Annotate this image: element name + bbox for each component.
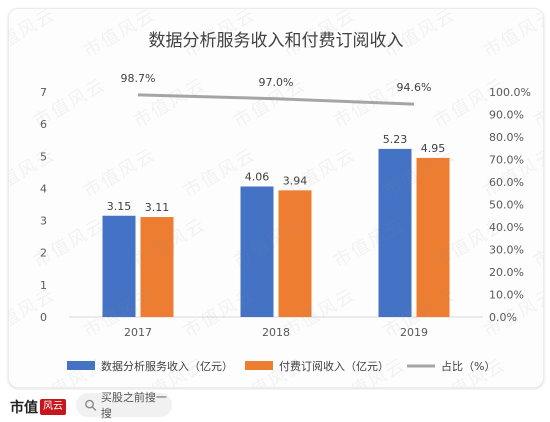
legend: 数据分析服务收入（亿元） 付费订阅收入（亿元） 占比（%） xyxy=(67,359,495,373)
bar-data-label: 3.15 xyxy=(107,200,132,213)
y-tick-label: 0 xyxy=(40,311,47,324)
y2-tick-label: 50.0% xyxy=(489,199,524,212)
line-data-label: 94.6% xyxy=(397,81,432,94)
search-pill[interactable]: 买股之前搜一搜 xyxy=(76,391,172,420)
y2-tick-label: 30.0% xyxy=(489,244,524,257)
y-tick-label: 2 xyxy=(40,247,47,260)
chart-card: 数据分析服务收入和付费订阅收入 0 1 2 3 4 5 6 7 0.0% 10.0% 20.0% 30… xyxy=(8,8,544,388)
brand-name: 市值 xyxy=(10,400,38,416)
line-series xyxy=(137,93,415,106)
brand-seal: 风云 xyxy=(40,399,66,415)
y2-tick-label: 40.0% xyxy=(489,221,524,234)
plot-area: 012345670.0%10.0%20.0%30.0%40.0%50.0%60.… xyxy=(40,72,531,339)
legend-label: 占比（%） xyxy=(441,359,495,373)
y2-tick-label: 100.0% xyxy=(489,86,531,99)
footer-bar: 市值 风云 买股之前搜一搜 xyxy=(0,390,550,422)
bar xyxy=(378,148,412,317)
chart: 数据分析服务收入和付费订阅收入 012345670.0%10.0%20.0%30… xyxy=(40,31,531,373)
y-tick-label: 7 xyxy=(40,86,47,99)
y-tick-label: 6 xyxy=(40,118,47,131)
x-tick-label: 2017 xyxy=(124,326,152,339)
y2-tick-label: 60.0% xyxy=(489,176,524,189)
legend-swatch xyxy=(245,361,273,370)
x-tick-label: 2019 xyxy=(400,326,428,339)
y2-tick-label: 80.0% xyxy=(489,131,524,144)
bar-data-label: 3.94 xyxy=(283,174,308,187)
y-tick-label: 4 xyxy=(40,182,47,195)
bar-data-label: 5.23 xyxy=(383,133,408,146)
y2-tick-label: 10.0% xyxy=(489,289,524,302)
bar-data-label: 4.06 xyxy=(245,171,270,184)
chart-title: 数据分析服务收入和付费订阅收入 xyxy=(149,31,404,51)
y2-tick-label: 90.0% xyxy=(489,109,524,122)
y2-tick-label: 0.0% xyxy=(489,311,517,324)
y2-tick-label: 20.0% xyxy=(489,266,524,279)
search-text: 买股之前搜一搜 xyxy=(100,391,167,420)
bar xyxy=(278,190,312,317)
x-tick-label: 2018 xyxy=(262,326,290,339)
line-data-label: 97.0% xyxy=(259,76,294,89)
bar xyxy=(240,186,274,317)
y-tick-label: 5 xyxy=(40,150,47,163)
bar-data-label: 4.95 xyxy=(421,142,446,155)
legend-label: 数据分析服务收入（亿元） xyxy=(101,359,233,373)
y-tick-label: 1 xyxy=(40,279,47,292)
y2-tick-label: 70.0% xyxy=(489,154,524,167)
bar-data-label: 3.11 xyxy=(145,201,170,214)
legend-label: 付费订阅收入（亿元） xyxy=(279,359,389,373)
y-tick-label: 3 xyxy=(40,215,47,228)
search-icon xyxy=(85,399,97,411)
bar xyxy=(416,157,450,317)
brand-logo: 市值 风云 xyxy=(10,396,66,418)
bar xyxy=(140,217,174,317)
legend-swatch xyxy=(67,361,95,370)
bar xyxy=(102,215,136,317)
line-data-label: 98.7% xyxy=(121,72,156,85)
